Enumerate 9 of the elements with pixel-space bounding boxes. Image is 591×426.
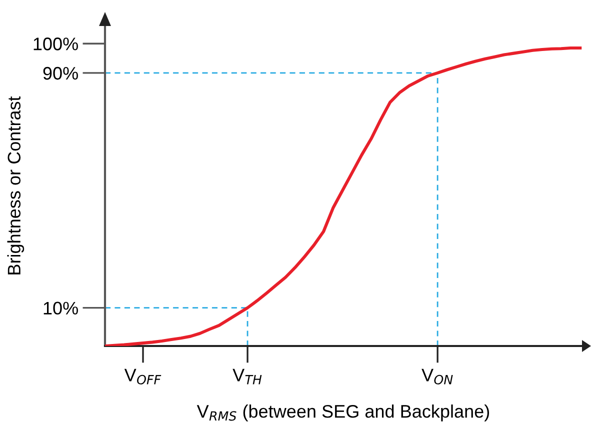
line-series <box>105 46 582 346</box>
x-tick-label: V$_{TH}$ <box>232 368 262 384</box>
y-tick-label: 100% <box>34 38 78 50</box>
y-axis-title: Brightness or Contrast <box>7 96 24 274</box>
x-axis-title: V$_{RMS}$ (between SEG and Backplane) <box>196 404 490 422</box>
x-tick-label: V$_{OFF}$ <box>124 368 162 384</box>
y-tick-label: 90% <box>43 66 78 80</box>
x-tick-label: V$_{ON}$ <box>422 368 453 384</box>
y-tick-label: 10% <box>44 302 78 315</box>
